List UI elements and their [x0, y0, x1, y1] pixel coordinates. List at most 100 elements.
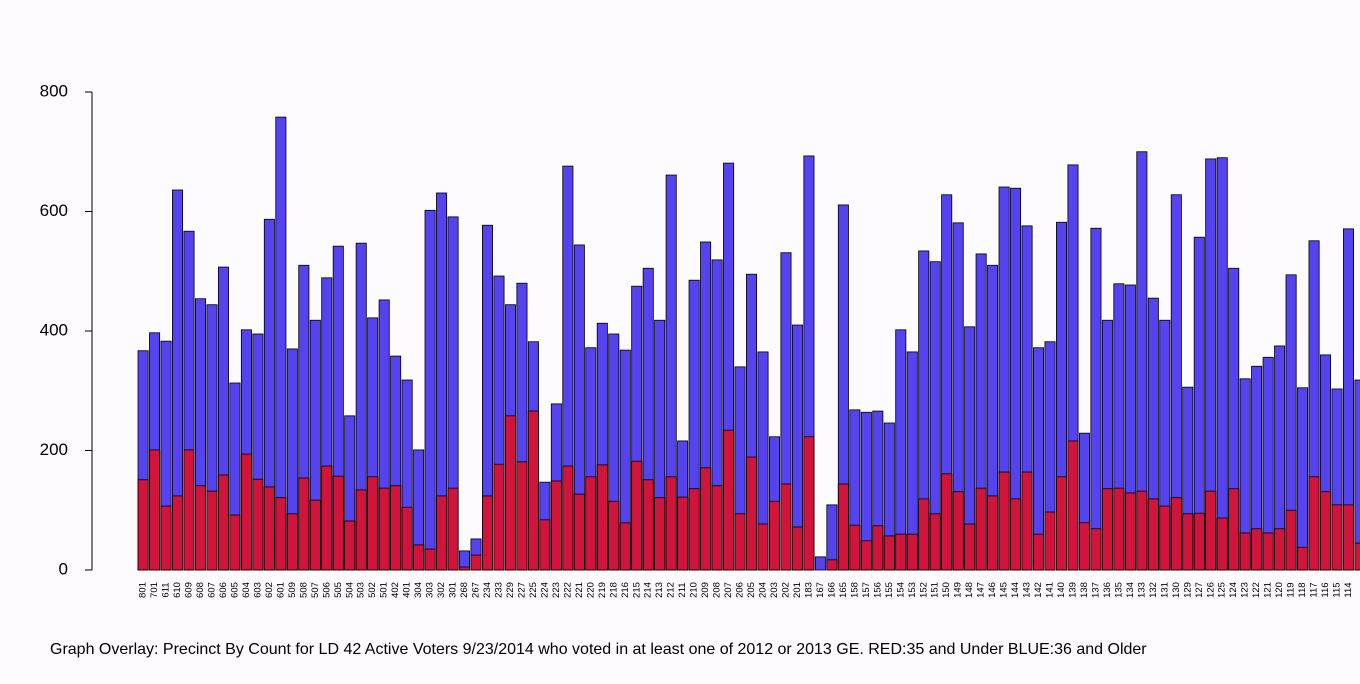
bar: [436, 495, 448, 571]
bar: [1320, 491, 1332, 571]
x-tick-label: 221: [574, 582, 585, 598]
x-tick-label: 139: [1067, 582, 1078, 598]
bar: [1216, 517, 1228, 571]
bar: [1147, 498, 1159, 571]
x-tick-label: 167: [815, 582, 826, 598]
x-tick-label: 268: [459, 582, 470, 598]
x-tick-label: 606: [218, 582, 229, 598]
x-tick-label: 118: [1297, 582, 1308, 597]
bar: [665, 476, 677, 571]
x-tick-label: 153: [907, 582, 918, 598]
x-tick-label: 120: [1274, 582, 1285, 598]
x-tick-label: 137: [1090, 582, 1101, 598]
x-tick-label: 132: [1148, 582, 1159, 598]
x-tick-label: 501: [379, 582, 390, 598]
bar: [631, 460, 643, 571]
x-tick-label: 143: [1022, 582, 1033, 598]
bar: [1010, 498, 1022, 571]
x-tick-label: 158: [849, 582, 860, 598]
bar: [459, 566, 471, 571]
x-tick-label: 136: [1102, 582, 1113, 598]
bar: [252, 478, 264, 571]
x-tick-label: 503: [356, 582, 367, 598]
bar: [470, 554, 482, 571]
y-tick-label: 0: [59, 559, 68, 578]
bar: [516, 461, 528, 571]
x-tick-label: 148: [964, 582, 975, 598]
x-tick-label: 157: [861, 582, 872, 598]
bar: [1285, 509, 1297, 571]
x-tick-label: 506: [321, 582, 332, 598]
bar: [711, 485, 723, 571]
bar: [608, 500, 620, 571]
x-tick-label: 609: [184, 582, 195, 598]
x-tick-label: 150: [941, 582, 952, 598]
bar: [987, 495, 999, 571]
bar: [757, 523, 769, 571]
bar: [562, 465, 574, 571]
x-tick-label: 220: [585, 582, 596, 598]
bar: [424, 548, 436, 571]
x-tick-label: 611: [161, 582, 172, 597]
x-tick-label: 215: [631, 582, 642, 598]
x-tick-label: 302: [436, 582, 447, 598]
x-tick-label: 229: [505, 582, 516, 598]
bar: [298, 477, 310, 571]
bar: [1228, 488, 1240, 571]
bar: [619, 522, 631, 571]
x-tick-label: 210: [689, 582, 700, 598]
x-tick-label: 216: [620, 582, 631, 598]
bar: [1033, 533, 1045, 571]
y-tick-label: 200: [40, 440, 68, 459]
x-tick-label: 222: [562, 582, 573, 598]
x-tick-label: 152: [918, 582, 929, 598]
bar: [596, 464, 608, 571]
bar: [769, 500, 781, 571]
x-tick-label: 165: [838, 582, 849, 598]
x-tick-label: 142: [1033, 582, 1044, 598]
bar: [975, 487, 987, 571]
x-tick-label: 509: [287, 582, 298, 598]
bar: [1205, 490, 1217, 571]
bar: [1101, 488, 1113, 571]
x-tick-label: 121: [1263, 582, 1274, 598]
x-tick-label: 303: [425, 582, 436, 598]
bar: [229, 514, 241, 571]
x-tick-label: 301: [448, 582, 459, 598]
bar: [780, 483, 792, 571]
bar: [1331, 504, 1343, 571]
x-tick-label: 145: [999, 582, 1010, 598]
x-tick-label: 207: [723, 582, 734, 598]
bar: [149, 449, 161, 571]
bar: [1090, 528, 1102, 571]
bar: [860, 540, 872, 571]
x-tick-label: 130: [1171, 582, 1182, 598]
x-tick-label: 138: [1079, 582, 1090, 598]
bar: [791, 526, 803, 571]
bar: [1090, 227, 1102, 571]
x-tick-label: 206: [735, 582, 746, 598]
x-tick-label: 508: [298, 582, 309, 598]
x-tick-label: 604: [241, 582, 252, 598]
bar: [642, 479, 654, 571]
x-tick-label: 124: [1228, 582, 1239, 598]
bar: [585, 476, 597, 571]
x-tick-label: 156: [872, 582, 883, 598]
x-tick-label: 140: [1056, 582, 1067, 598]
x-tick-label: 602: [264, 582, 275, 598]
bar: [1308, 476, 1320, 571]
bar: [355, 489, 367, 571]
x-tick-label: 123: [1240, 582, 1251, 598]
bar: [1056, 476, 1068, 571]
bar: [723, 429, 735, 571]
x-tick-label: 507: [310, 582, 321, 598]
bar: [378, 487, 390, 571]
bar: [217, 474, 229, 571]
bar: [700, 467, 712, 571]
x-tick-label: 214: [643, 582, 654, 598]
x-tick-label: 122: [1251, 582, 1262, 598]
bar: [206, 490, 218, 571]
x-tick-label: 119: [1286, 582, 1297, 597]
x-tick-label: 144: [1010, 582, 1021, 598]
